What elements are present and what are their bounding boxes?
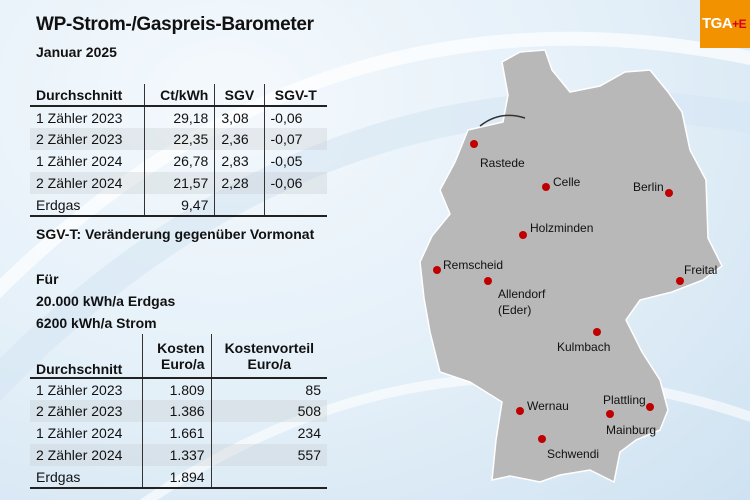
table-cell: 1 Zähler 2024 — [36, 153, 123, 169]
germany-outline — [419, 49, 723, 484]
table-cell: -0,06 — [263, 106, 327, 128]
table-cell: 234 — [210, 422, 327, 444]
city-marker — [538, 435, 546, 443]
table-cell: 1.894 — [141, 466, 212, 489]
col-header: Ct/kWh — [143, 84, 215, 107]
basis-line: 6200 kWh/a Strom — [36, 315, 157, 331]
city-marker — [676, 277, 684, 285]
city-marker — [542, 183, 550, 191]
city-label: Wernau — [527, 399, 569, 413]
city-label: Berlin — [633, 180, 664, 194]
table-cell: 1 Zähler 2024 — [36, 425, 123, 441]
table-cell: Erdgas — [30, 466, 143, 489]
col-header: Kostenvorteil Euro/a — [210, 334, 327, 379]
table-row: Erdgas 1.894 — [30, 466, 327, 489]
table-row: 1 Zähler 2024 1.661 234 — [30, 422, 327, 444]
table-cell: 26,78 — [143, 150, 215, 172]
city-marker — [484, 277, 492, 285]
city-label: Remscheid — [443, 258, 504, 272]
table-cell: 1 Zähler 2023 — [36, 381, 123, 398]
basis-line: Für — [36, 271, 59, 287]
table-row: 2 Zähler 2023 22,35 2,36 -0,07 — [30, 128, 327, 150]
table-row: 2 Zähler 2024 21,57 2,28 -0,06 — [30, 172, 327, 194]
col-header: SGV-T — [263, 84, 327, 107]
table-cell: -0,05 — [263, 150, 327, 172]
city-label: Freital — [684, 263, 718, 277]
cost-table: Durchschnitt Kosten Euro/a Kostenvorteil E… — [30, 334, 327, 489]
city-marker — [433, 266, 441, 274]
table-cell: -0,06 — [263, 172, 327, 194]
price-table: Durchschnitt Ct/kWh SGV SGV-T 1 Zähler 2… — [30, 84, 327, 217]
city-marker — [516, 407, 524, 415]
basis-line: 20.000 kWh/a Erdgas — [36, 293, 176, 309]
city-marker — [470, 140, 478, 148]
table-cell: 1.337 — [141, 444, 212, 466]
col-header: Durchschnitt — [30, 84, 145, 107]
table-cell — [210, 466, 327, 489]
table-row: 1 Zähler 2024 26,78 2,83 -0,05 — [30, 150, 327, 172]
table-cell: 29,18 — [143, 106, 215, 128]
tga-logo: TGA+E — [700, 0, 750, 48]
city-label: Rastede — [480, 156, 525, 170]
table-cell: 21,57 — [143, 172, 215, 194]
city-marker — [593, 328, 601, 336]
page-title: WP-Strom-/Gaspreis-Barometer — [36, 14, 314, 35]
table-cell: 1.661 — [141, 422, 212, 444]
col-header: Durchschnitt — [30, 334, 143, 379]
table-cell: 2 Zähler 2023 — [30, 400, 143, 422]
city-label: Plattling — [603, 393, 646, 407]
table-cell: 557 — [210, 444, 327, 466]
page-subtitle: Januar 2025 — [36, 44, 117, 60]
table-cell: 9,47 — [143, 194, 215, 217]
city-label: Mainburg — [606, 423, 657, 437]
table-row: 1 Zähler 2023 29,18 3,08 -0,06 — [30, 106, 327, 128]
table-cell: 508 — [210, 400, 327, 422]
table-cell: 2 Zähler 2024 — [30, 172, 145, 194]
city-label: Kulmbach — [557, 340, 611, 354]
city-label: Holzminden — [530, 221, 594, 235]
basis-text: Für 20.000 kWh/a Erdgas 6200 kWh/a Strom — [36, 268, 175, 334]
table-cell: 3,08 — [214, 106, 265, 128]
table-row: 2 Zähler 2023 1.386 508 — [30, 400, 327, 422]
table-cell: 85 — [210, 378, 327, 400]
city-label: Celle — [553, 175, 581, 189]
col-header: SGV — [214, 84, 265, 107]
table-cell: 2,36 — [214, 128, 265, 150]
city-label: Schwendi — [547, 447, 600, 461]
table-cell: 2 Zähler 2024 — [30, 444, 143, 466]
table-cell: 2,28 — [214, 172, 265, 194]
table-cell: 2,83 — [214, 150, 265, 172]
table-cell: 2 Zähler 2023 — [30, 128, 145, 150]
table-row: 2 Zähler 2024 1.337 557 — [30, 444, 327, 466]
table-cell: 1 Zähler 2023 — [36, 109, 123, 126]
table-row: Erdgas 9,47 — [30, 194, 327, 217]
col-header: Kosten Euro/a — [141, 334, 212, 379]
table-cell: Erdgas — [30, 194, 145, 217]
table-cell: 1.386 — [141, 400, 212, 422]
city-label: Allendorf — [498, 287, 546, 301]
city-marker — [665, 189, 673, 197]
sgv-t-note: SGV-T: Veränderung gegenüber Vormonat — [36, 226, 315, 242]
city-marker — [606, 410, 614, 418]
table-row: 1 Zähler 2023 1.809 85 — [30, 378, 327, 400]
table-cell: 1.809 — [141, 378, 212, 400]
table-cell — [214, 194, 265, 217]
city-marker — [519, 231, 527, 239]
table-cell: 22,35 — [143, 128, 215, 150]
city-label: (Eder) — [498, 303, 532, 317]
city-marker — [646, 403, 654, 411]
table-cell — [263, 194, 327, 217]
table-cell: -0,07 — [263, 128, 327, 150]
